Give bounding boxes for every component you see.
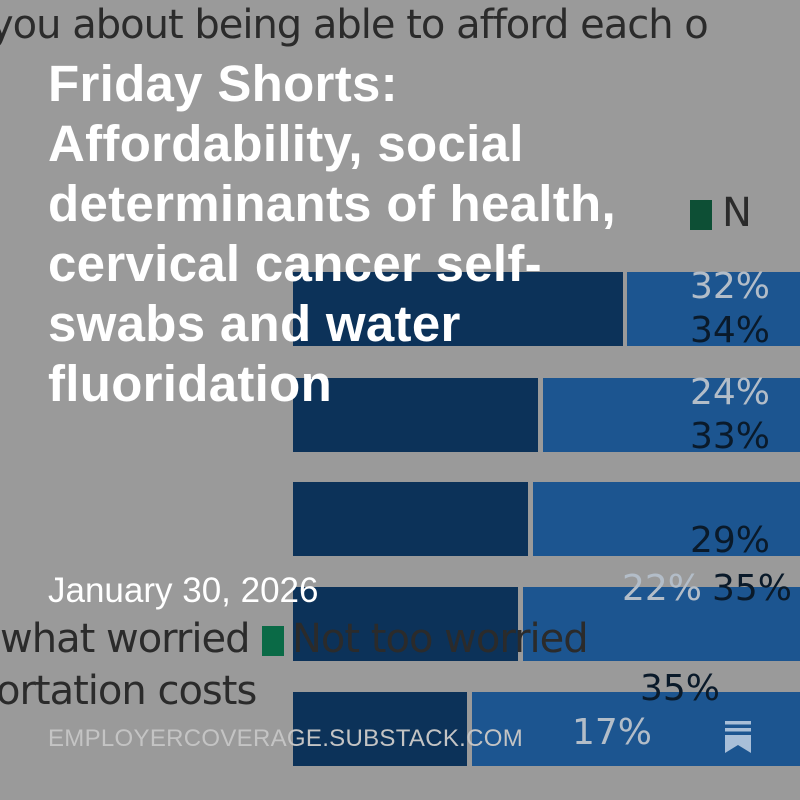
chart-question-text: you about being able to afford each o [0,2,709,48]
bar-light-label: 33% [690,416,771,457]
bar-light [533,482,800,556]
bar-light [523,587,800,661]
bar-light [627,272,800,346]
legend-label: N [722,190,752,236]
legend-swatch [262,626,284,656]
bar-light-label: 35% [640,668,721,709]
bar-dark [293,692,467,766]
bar-light [543,378,800,452]
bar-light-label: 34% [690,310,771,351]
legend-label: Not too worried [292,616,589,662]
substack-bookmark-icon [725,721,751,753]
bar-dark-label: 22% [622,568,703,609]
bar-dark [293,272,623,346]
bar-dark [293,378,538,452]
bar-dark-label: 32% [690,266,771,307]
bar-dark [293,482,528,556]
bar-light-label: 35% [712,568,793,609]
bar-dark-label: 17% [572,712,653,753]
post-date: January 30, 2026 [48,571,319,610]
bar-dark-label: 24% [690,372,771,413]
post-title[interactable]: Friday Shorts: Affordability, social det… [48,55,616,412]
bar-light-label: 29% [690,520,771,561]
bar-dark [293,587,518,661]
row-label: ortation costs [0,668,257,714]
publication-url[interactable]: EMPLOYERCOVERAGE.SUBSTACK.COM [48,725,524,752]
legend-swatch [690,200,712,230]
legend-label: what worried [0,616,250,662]
